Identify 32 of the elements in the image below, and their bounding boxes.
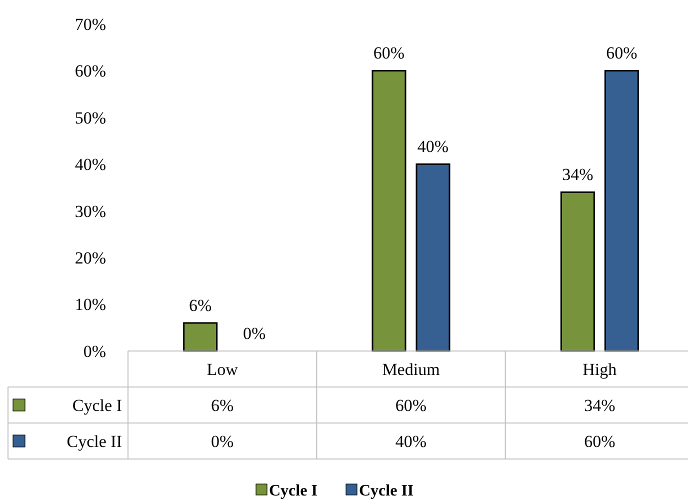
- legend-label: Cycle I: [269, 482, 318, 500]
- y-tick-label: 50%: [74, 108, 106, 128]
- bar: [183, 322, 218, 352]
- text: Cycle II: [66, 432, 122, 451]
- y-tick-label: 10%: [74, 295, 106, 314]
- text: Cycle I: [72, 396, 122, 415]
- text: 60%: [606, 44, 638, 63]
- bar: [416, 163, 450, 352]
- data-label: 0%: [210, 432, 234, 451]
- x-tick-label: High: [582, 360, 618, 379]
- y-tick-label: 30%: [74, 202, 106, 221]
- bar: [604, 70, 639, 352]
- data-label: 60%: [395, 396, 427, 415]
- y-tick-label: 60%: [74, 62, 106, 81]
- data-label: 40%: [395, 432, 427, 451]
- x-tick-label: Low: [206, 360, 239, 379]
- x-tick-label: Medium: [382, 360, 440, 379]
- text: 60%: [373, 44, 405, 63]
- bar: [372, 70, 406, 352]
- y-tick-label: 20%: [74, 248, 106, 268]
- y-tick-label: 70%: [74, 14, 106, 34]
- text: 6%: [188, 296, 212, 315]
- data-label: 6%: [210, 396, 234, 415]
- data-label: 34%: [584, 396, 616, 415]
- y-tick-label: 40%: [74, 155, 106, 174]
- y-tick-label: 0%: [83, 342, 106, 361]
- text: 0%: [242, 324, 266, 343]
- text: 40%: [417, 137, 449, 156]
- data-label: 60%: [584, 432, 616, 451]
- bar: [560, 191, 595, 352]
- text: 34%: [562, 165, 594, 184]
- legend-label: Cycle II: [359, 482, 414, 500]
